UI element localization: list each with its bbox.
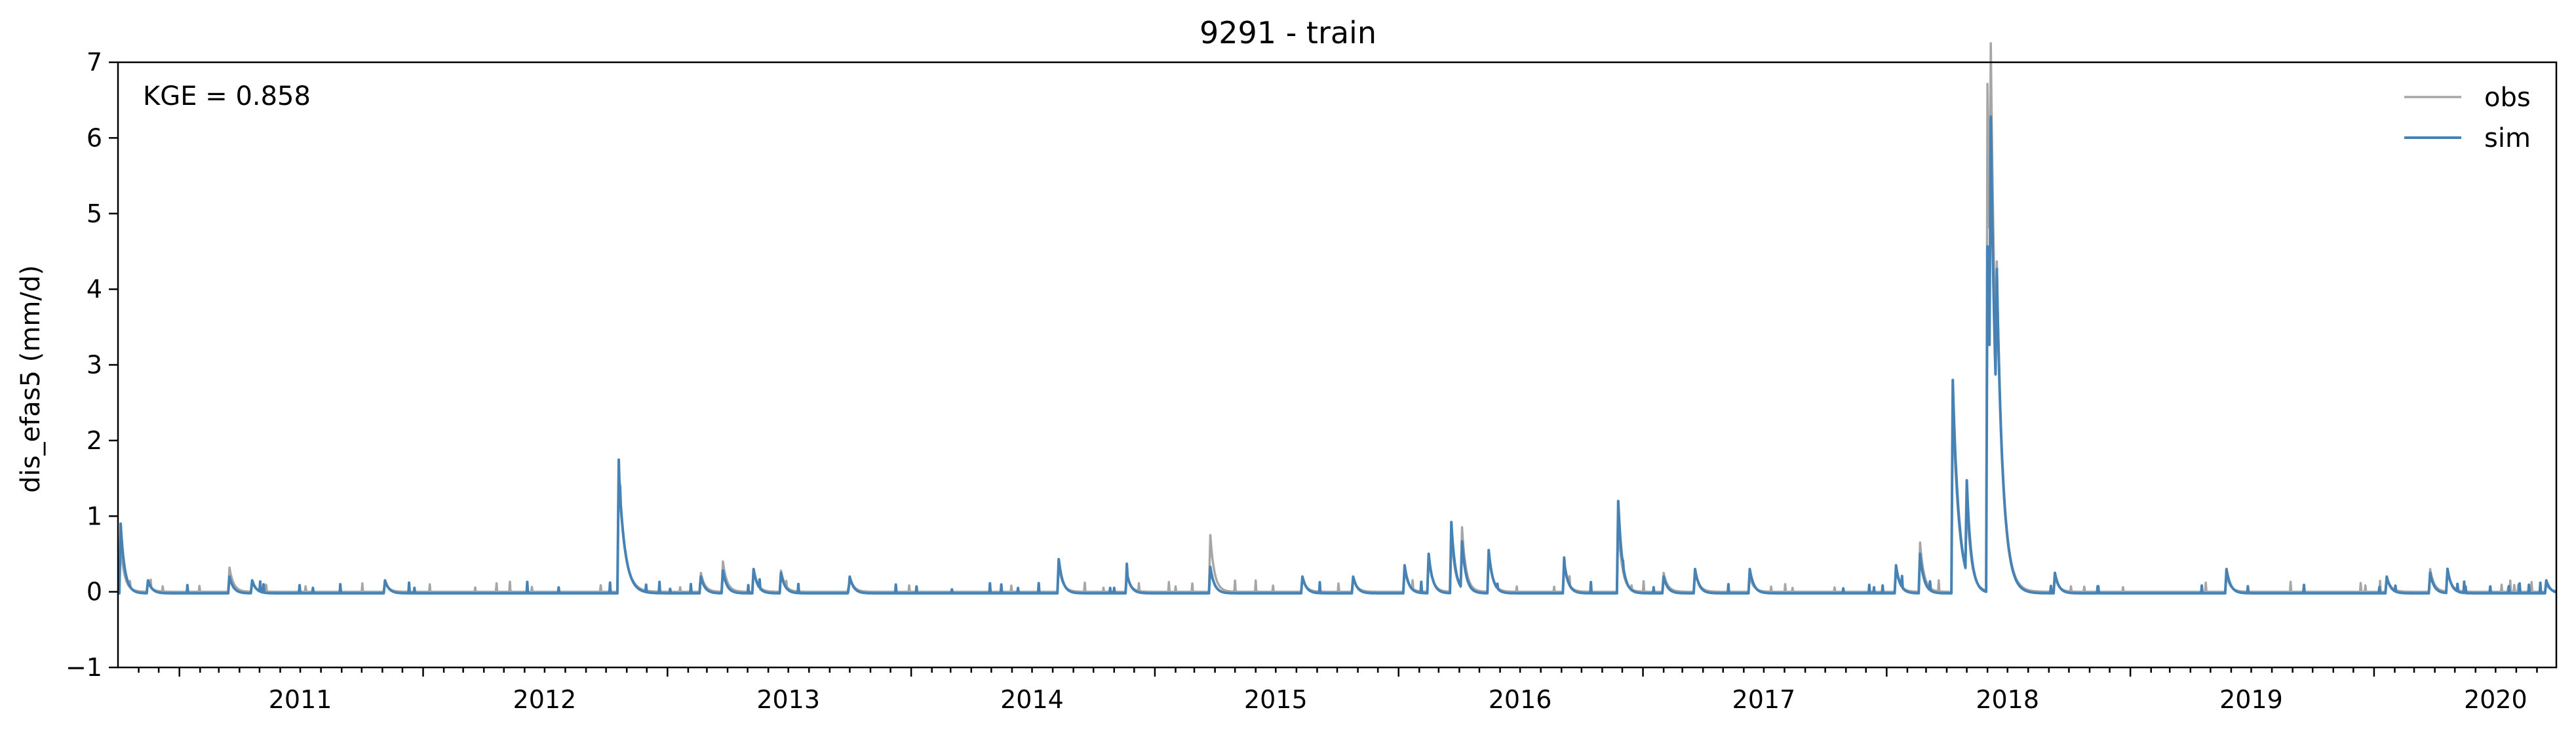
y-tick-label: 3 [87, 351, 102, 380]
y-tick-label: 5 [87, 199, 102, 228]
x-tick-label: 2019 [2219, 685, 2283, 714]
chart-title: 9291 - train [1200, 15, 1376, 50]
x-tick-label: 2012 [513, 685, 577, 714]
legend-sim-label: sim [2484, 123, 2531, 153]
y-tick-label: 0 [87, 578, 102, 606]
series-line-sim [117, 115, 2557, 595]
y-tick-label: 4 [87, 275, 102, 304]
y-axis-label: dis_efas5 (mm/d) [16, 265, 46, 493]
x-tick-label: 2016 [1489, 685, 1552, 714]
legend-obs-label: obs [2484, 83, 2531, 113]
x-tick-label: 2014 [1000, 685, 1064, 714]
x-axis-ticks: 2011 2012 2013 2014 2015 2016 2017 2018 2019 2020 [138, 667, 2538, 714]
series-line-obs [117, 42, 2557, 593]
y-tick-label: 1 [87, 502, 102, 530]
y-axis-ticks: −1 0 1 2 3 4 5 6 7 [66, 48, 118, 682]
x-tick-label: 2018 [1976, 685, 2039, 714]
x-tick-label: 2011 [269, 685, 332, 714]
kge-annotation: KGE = 0.858 [143, 81, 311, 111]
y-tick-label: 2 [87, 426, 102, 455]
x-tick-label: 2013 [756, 685, 820, 714]
plot-frame [117, 61, 2558, 669]
legend: obs sim [2404, 83, 2531, 153]
y-tick-label: 6 [87, 123, 102, 152]
y-tick-label: 7 [87, 48, 102, 77]
x-tick-label: 2017 [1732, 685, 1796, 714]
series-layer [117, 42, 2557, 595]
x-tick-label: 2015 [1244, 685, 1308, 714]
y-tick-label: −1 [66, 653, 102, 682]
x-tick-label: 2020 [2464, 685, 2527, 714]
